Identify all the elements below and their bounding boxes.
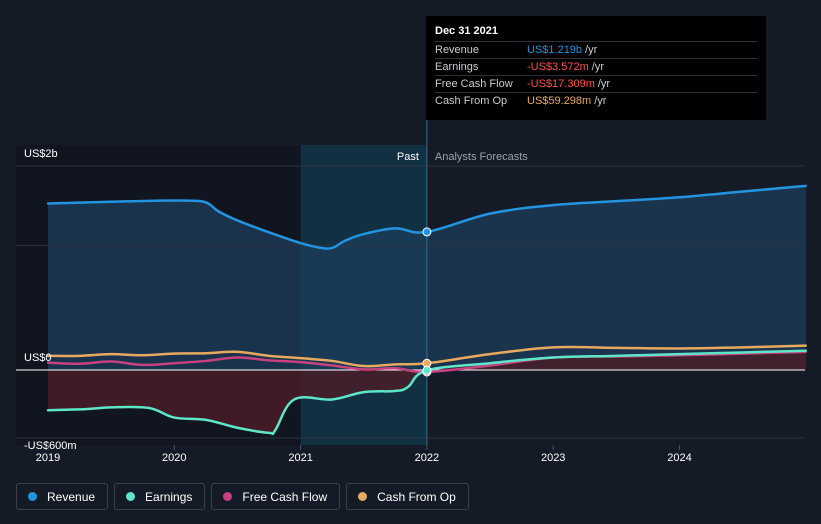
revenue-point [422, 227, 432, 237]
tooltip-unit: /yr [591, 61, 604, 73]
tooltip-row-free-cash-flow: Free Cash Flow -US$17.309m /yr [435, 75, 757, 92]
tooltip-unit: /yr [597, 78, 611, 90]
legend-item-revenue[interactable]: Revenue [16, 483, 109, 510]
legend-item-free-cash-flow[interactable]: Free Cash Flow [211, 483, 341, 510]
legend-item-earnings[interactable]: Earnings [114, 483, 206, 510]
x-tick-label: 2023 [541, 452, 565, 464]
legend-dot-icon [223, 492, 233, 501]
legend-label: Earnings [145, 489, 193, 504]
revenue-line [46, 184, 808, 250]
legend-label: Revenue [47, 489, 96, 504]
past-label: Past [397, 151, 419, 163]
legend-item-cash-from-op[interactable]: Cash From Op [346, 483, 469, 510]
tooltip-label: Free Cash Flow [435, 78, 513, 90]
y-axis-label: -US$600m [24, 440, 77, 452]
forecast-label: Analysts Forecasts [435, 151, 528, 163]
tooltip: Dec 31 2021 Revenue US$1.219b /yr Earnin… [426, 16, 766, 120]
x-tick-label: 2022 [415, 452, 439, 464]
cash-from-op-line [46, 344, 808, 368]
x-tick-label: 2021 [288, 452, 312, 464]
x-tick-label: 2020 [162, 452, 186, 464]
tooltip-unit: /yr [585, 44, 598, 56]
x-tick-label: 2019 [36, 452, 60, 464]
legend: Revenue Earnings Free Cash Flow Cash Fro… [16, 483, 469, 512]
legend-label: Free Cash Flow [242, 489, 328, 504]
y-axis-label: US$2b [24, 148, 58, 160]
legend-dot-icon [126, 492, 136, 501]
legend-dot-icon [28, 492, 37, 501]
x-tick-label: 2024 [667, 452, 691, 464]
tooltip-row-earnings: Earnings -US$3.572m /yr [435, 58, 757, 75]
earnings-area [48, 350, 806, 434]
tooltip-value: -US$3.572m [527, 61, 589, 73]
tooltip-row-revenue: Revenue US$1.219b /yr [435, 41, 757, 58]
legend-label: Cash From Op [377, 489, 456, 504]
legend-dot-icon [358, 492, 368, 501]
tooltip-label: Cash From Op [435, 95, 508, 107]
tooltip-row-cash-from-op: Cash From Op US$59.298m /yr [435, 92, 757, 109]
tooltip-label: Revenue [435, 44, 480, 56]
earnings-line [46, 349, 808, 436]
tooltip-unit: /yr [594, 95, 607, 107]
tooltip-value: US$59.298m [527, 95, 592, 107]
tooltip-date: Dec 31 2021 [435, 25, 498, 37]
tooltip-value: US$1.219b [527, 44, 583, 56]
tooltip-value: -US$17.309m [527, 78, 595, 90]
y-axis-label: US$0 [24, 352, 52, 364]
tooltip-label: Earnings [435, 61, 479, 73]
earnings-point [422, 365, 432, 375]
